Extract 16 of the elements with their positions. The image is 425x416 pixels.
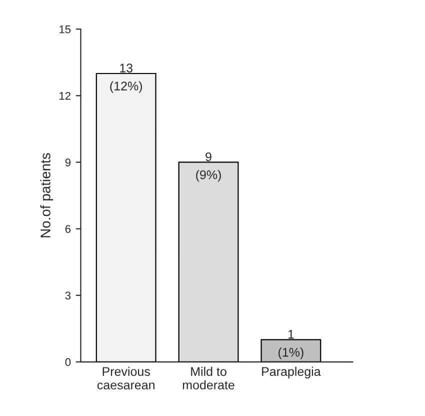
y-tick-label: 0	[65, 358, 71, 366]
y-tick-label: 3	[65, 292, 71, 300]
data-label: 9 (9%)	[196, 152, 221, 182]
y-tick-label: 9	[65, 158, 70, 166]
x-tick-label: Mild to moderate	[182, 366, 234, 390]
data-label: 13 (12%)	[110, 64, 142, 93]
bar	[96, 72, 156, 362]
y-axis-title: No.of patients	[40, 153, 54, 238]
bar	[178, 162, 239, 362]
y-tick-label: 15	[60, 26, 71, 34]
y-tick-label: 12	[60, 92, 70, 100]
x-tick-label: Paraplegia	[262, 366, 321, 378]
data-label: 1 (1%)	[278, 330, 304, 360]
bar	[260, 339, 322, 362]
y-tick-label: 6	[65, 225, 71, 233]
x-tick-label: Previous caesarean	[97, 366, 154, 390]
